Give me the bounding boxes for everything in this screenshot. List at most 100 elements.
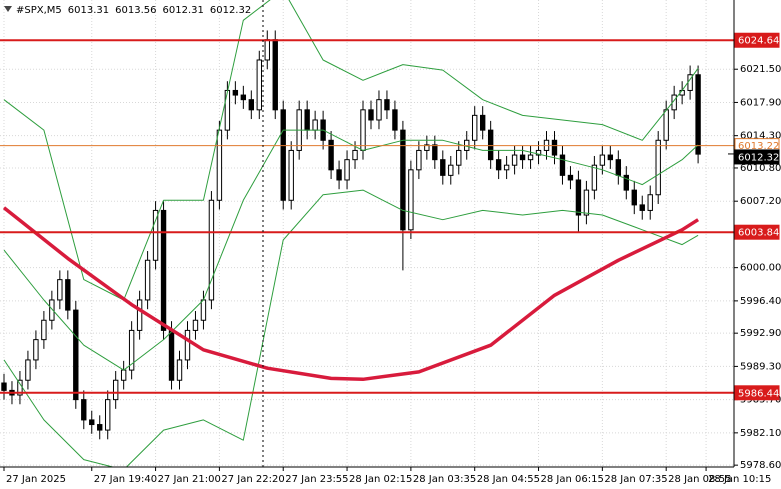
y-tick-label: 5982.10: [740, 428, 781, 439]
price-label-box: [734, 385, 780, 401]
candle-body: [105, 399, 111, 431]
candle-body: [73, 309, 79, 401]
candle-body: [655, 139, 661, 196]
candle-body: [65, 279, 71, 311]
price-label: 5986.44: [738, 388, 779, 399]
candle-body: [136, 299, 143, 331]
x-tick-label: 28 Jan 04:55: [477, 474, 540, 485]
candle-body: [152, 209, 159, 261]
candle-body: [81, 399, 87, 421]
indicator-line: [2, 206, 700, 382]
candle-body: [312, 119, 318, 131]
candle-body: [288, 149, 294, 201]
candle-body: [208, 199, 215, 301]
candle-body: [448, 164, 454, 176]
candle-body: [184, 329, 191, 361]
candle-body: [400, 129, 406, 231]
candle-body: [344, 159, 350, 181]
price-label-box: [734, 32, 780, 48]
price-label: 6013.22: [738, 141, 779, 152]
x-tick-label: 27 Jan 2025: [6, 474, 66, 485]
chart-header: #SPX,M5 6013.31 6013.56 6012.31 6012.32: [16, 5, 251, 16]
x-tick-label: 28 Jan 07:35: [604, 474, 667, 485]
y-tick-label: 6007.20: [740, 196, 781, 207]
candle-body: [583, 189, 590, 216]
candle-body: [416, 149, 422, 171]
candle-body: [248, 99, 255, 111]
x-tick-label: 27 Jan 19:40: [94, 474, 157, 485]
candle-body: [623, 174, 629, 191]
candle-body: [232, 89, 239, 96]
candle-body: [647, 194, 653, 211]
candle-body: [200, 299, 207, 321]
price-label-box: [734, 149, 780, 165]
candle-body: [144, 259, 151, 301]
candle-body: [631, 189, 637, 206]
candle-body: [384, 99, 390, 111]
candle-body: [57, 279, 63, 301]
candle-body: [663, 109, 669, 141]
header-value: 6013.56: [115, 5, 156, 16]
candle-body: [487, 129, 494, 161]
candle-body: [168, 329, 175, 381]
candle-body: [304, 109, 310, 131]
candle-body: [535, 149, 542, 156]
candle-body: [479, 114, 486, 131]
grid: [0, 0, 734, 467]
indicator-line: [3, 189, 699, 467]
candle-body: [328, 139, 334, 171]
candle-body: [424, 144, 430, 151]
candle-body: [160, 209, 167, 331]
candle-body: [33, 339, 39, 361]
y-tick-label: 5978.60: [740, 460, 781, 471]
symbol: #SPX,M5: [16, 5, 62, 16]
candle-body: [360, 109, 366, 151]
candle-body: [591, 164, 598, 191]
candle-body: [224, 89, 231, 131]
header-value: 6013.31: [68, 5, 109, 16]
candle-body: [272, 39, 278, 111]
symbol-icon: [4, 6, 12, 12]
candle-body: [615, 159, 622, 176]
candle-body: [392, 109, 398, 131]
candle-body: [112, 379, 119, 401]
candle-body: [575, 179, 582, 216]
x-tick-label: 28 Jan 03:35: [413, 474, 476, 485]
candle-body: [192, 319, 199, 331]
candle-body: [128, 329, 135, 371]
candle-body: [551, 139, 558, 156]
x-tick-label: 28 Jan 02:15: [349, 474, 412, 485]
candle-body: [695, 74, 701, 155]
candle-body: [607, 154, 614, 161]
candle-body: [495, 159, 502, 171]
price-label: 6003.84: [738, 228, 779, 239]
candle-body: [519, 154, 526, 161]
candle-body: [408, 169, 414, 231]
y-tick-label: 5989.30: [740, 361, 781, 372]
candle-body: [176, 359, 183, 381]
plot-area: [0, 0, 734, 467]
header-value: 6012.32: [210, 5, 251, 16]
candle-body: [336, 169, 342, 181]
candle-body: [503, 164, 510, 171]
price-label: 6024.64: [738, 36, 779, 47]
x-tick-label: 27 Jan 22:20: [221, 474, 284, 485]
candle-body: [120, 369, 127, 381]
x-tick-label: 28 Jan 06:15: [541, 474, 604, 485]
candle-body: [25, 359, 31, 381]
x-tick-label: 27 Jan 23:55: [285, 474, 348, 485]
candle-body: [559, 154, 566, 176]
x-tick-label: 28 Jan 08:55: [668, 474, 731, 485]
candle-body: [472, 114, 478, 141]
header-value: 6012.31: [163, 5, 204, 16]
candle-body: [97, 424, 103, 431]
indicator-line: [3, 129, 699, 371]
x-tick-label: 27 Jan 21:00: [158, 474, 221, 485]
candle-body: [352, 149, 358, 161]
y-tick-label: 5996.40: [740, 296, 781, 307]
candle-body: [440, 159, 446, 176]
candle-body: [567, 174, 574, 181]
candle-body: [264, 39, 270, 61]
